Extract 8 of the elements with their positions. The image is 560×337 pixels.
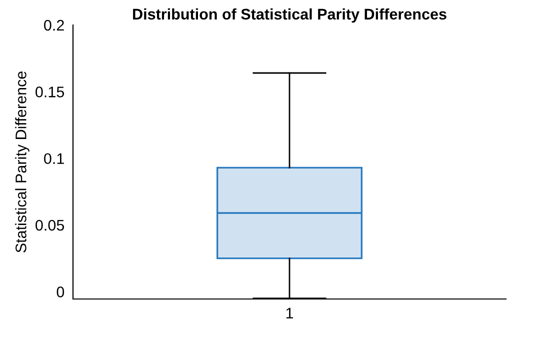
chart-title: Distribution of Statistical Parity Differences (133, 8, 446, 23)
y-tick-label: 0 (56, 286, 64, 298)
y-tick-label: 0.15 (36, 86, 64, 98)
y-tick-label: 0.05 (36, 220, 64, 231)
y-tick-label: 0.2 (44, 20, 64, 31)
x-tick-label: 1 (286, 308, 294, 318)
y-axis-title: Statistical Parity Difference (15, 72, 30, 252)
y-tick-label: 0.1 (44, 153, 64, 164)
